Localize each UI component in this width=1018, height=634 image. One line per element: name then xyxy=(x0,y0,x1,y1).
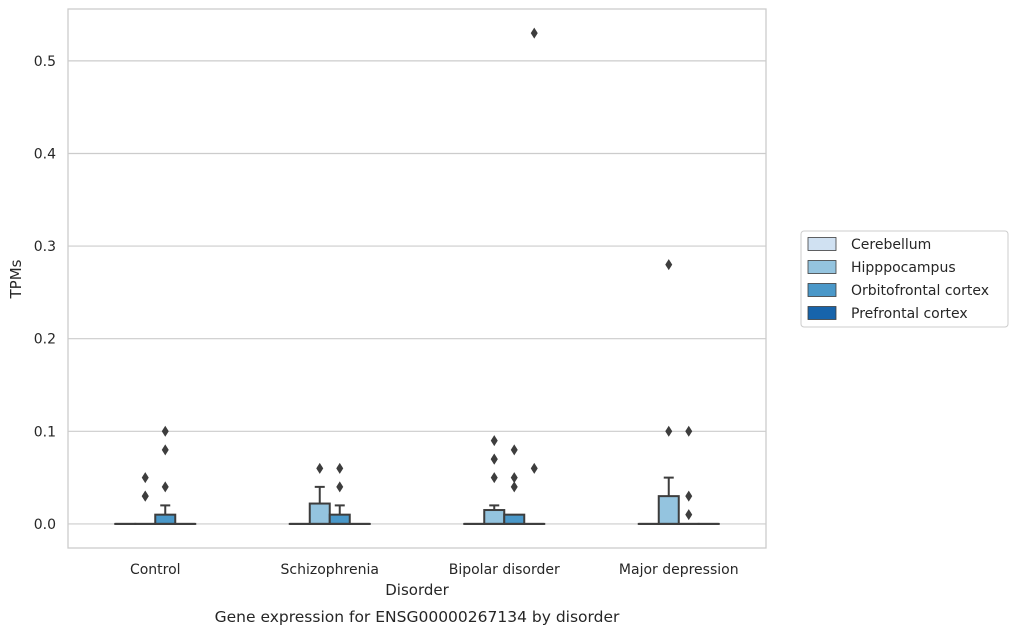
y-tick-label: 0.3 xyxy=(34,239,56,255)
box-group xyxy=(657,259,680,525)
outlier-point xyxy=(490,453,498,465)
legend-frame xyxy=(800,230,1009,328)
outlier-point xyxy=(316,462,324,474)
box-group xyxy=(308,462,331,525)
chart-caption: Gene expression for ENSG00000267134 by d… xyxy=(215,608,620,626)
legend: Cerebellum Hipppocampus Orbitofrontal cort… xyxy=(800,230,1009,328)
x-tick-label: Bipolar disorder xyxy=(449,562,560,578)
box-group xyxy=(677,425,700,525)
x-axis-ticks: Control Schizophrenia Bipolar disorder Majo… xyxy=(130,562,739,578)
box-body xyxy=(154,513,177,525)
box-group xyxy=(523,27,546,525)
legend-swatch xyxy=(807,237,837,251)
y-axis-label: TPMs xyxy=(7,259,25,299)
outlier-point xyxy=(510,444,518,456)
outlier-point xyxy=(530,462,538,474)
outlier-point xyxy=(161,481,169,493)
box-body xyxy=(483,509,506,525)
outlier-point xyxy=(161,444,169,456)
outlier-point xyxy=(510,472,518,484)
y-tick-label: 0.0 xyxy=(34,517,56,533)
box-group xyxy=(483,435,506,525)
y-tick-label: 0.1 xyxy=(34,424,56,440)
box-group xyxy=(154,425,177,525)
outlier-point xyxy=(665,259,673,271)
y-tick-label: 0.5 xyxy=(34,54,56,70)
outlier-point xyxy=(530,27,538,39)
outlier-point xyxy=(141,472,149,484)
legend-label: Cerebellum xyxy=(851,237,931,253)
outlier-point xyxy=(665,425,673,437)
outlier-point xyxy=(685,509,693,521)
x-tick-label: Schizophrenia xyxy=(281,562,379,578)
legend-label: Prefrontal cortex xyxy=(851,306,968,322)
legend-swatch xyxy=(807,283,837,297)
outlier-point xyxy=(685,425,693,437)
plot-area-frame xyxy=(67,8,767,549)
outlier-point xyxy=(161,425,169,437)
outlier-point xyxy=(141,490,149,502)
x-tick-label: Control xyxy=(130,562,181,578)
box-body xyxy=(308,502,331,525)
outlier-point xyxy=(685,490,693,502)
x-tick-label: Major depression xyxy=(619,562,739,578)
outlier-point xyxy=(490,435,498,447)
box-group xyxy=(503,444,526,525)
y-axis-ticks: 0.0 0.1 0.2 0.3 0.4 0.5 xyxy=(34,54,56,533)
x-axis-label: Disorder xyxy=(385,581,449,599)
box-body xyxy=(328,513,351,525)
box-body xyxy=(657,495,680,525)
legend-label: Orbitofrontal cortex xyxy=(851,283,989,299)
legend-swatch xyxy=(807,306,837,320)
outlier-point xyxy=(336,481,344,493)
gridlines xyxy=(68,60,766,525)
legend-swatch xyxy=(807,260,837,274)
y-tick-label: 0.4 xyxy=(34,146,56,162)
box-group xyxy=(134,472,157,525)
outlier-point xyxy=(510,481,518,493)
box-body xyxy=(503,513,526,525)
box-marks xyxy=(114,27,720,525)
box-group xyxy=(328,462,351,525)
legend-label: Hipppocampus xyxy=(851,260,956,276)
outlier-point xyxy=(490,472,498,484)
outlier-point xyxy=(336,462,344,474)
y-tick-label: 0.2 xyxy=(34,332,56,348)
